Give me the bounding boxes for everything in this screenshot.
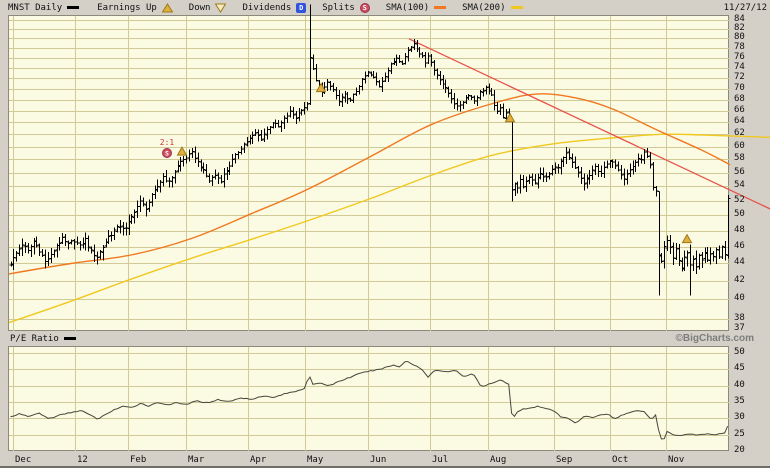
pe-axis-label: 20 bbox=[734, 445, 745, 455]
pe-ratio-panel bbox=[8, 346, 730, 452]
legend-item-1: Down bbox=[189, 3, 227, 13]
price-gridlines bbox=[9, 16, 730, 332]
event-markers: S 2:1 bbox=[160, 82, 693, 244]
legend-label: Dividends bbox=[242, 2, 292, 13]
sma200-swatch-icon bbox=[510, 6, 523, 9]
earnings-up-icon bbox=[161, 2, 173, 12]
price-axis-label: 84 bbox=[734, 14, 745, 24]
legend-label: SMA(200) bbox=[462, 2, 506, 13]
earnings-down-icon bbox=[215, 3, 227, 13]
price-axis-label: 52 bbox=[734, 195, 745, 205]
month-label: Aug bbox=[490, 455, 507, 465]
price-axis-label: 72 bbox=[734, 72, 745, 82]
pe-axis-label: 50 bbox=[734, 347, 745, 357]
price-axis-label: 40 bbox=[734, 293, 745, 303]
price-axis-label: 74 bbox=[734, 62, 745, 72]
price-axis-label: 50 bbox=[734, 209, 745, 219]
month-label: Apr bbox=[250, 455, 267, 465]
sma200-line bbox=[8, 133, 770, 324]
chart-header: MNST Daily Earnings Up Down Dividends D Spli… bbox=[0, 0, 770, 15]
month-label: Sep bbox=[556, 455, 573, 465]
month-label: Oct bbox=[612, 455, 629, 465]
chart-date: 11/27/12 bbox=[723, 2, 767, 13]
splits-icon: S bbox=[359, 2, 370, 13]
price-axis-label: 68 bbox=[734, 94, 745, 104]
pe-ratio-line bbox=[10, 361, 729, 440]
legend: Earnings Up Down Dividends D Splits S SMA(100)… bbox=[97, 2, 538, 13]
pe-gridlines bbox=[9, 347, 730, 452]
price-axis-label: 58 bbox=[734, 153, 745, 163]
bigcharts-watermark: ©BigCharts.com bbox=[675, 333, 755, 344]
price-axis-label: 70 bbox=[734, 83, 745, 93]
legend-label: SMA(100) bbox=[385, 2, 430, 13]
symbol-label: MNST Daily bbox=[8, 2, 63, 13]
month-label: Nov bbox=[668, 455, 685, 465]
month-label: Jun bbox=[370, 455, 387, 465]
pe-axis-label: 45 bbox=[734, 363, 745, 373]
price-axis-label: 82 bbox=[734, 23, 745, 33]
legend-item-2: Dividends D bbox=[242, 2, 307, 13]
legend-label: Down bbox=[188, 2, 211, 13]
x-axis-strip bbox=[0, 451, 770, 468]
price-axis-label: 48 bbox=[734, 225, 745, 235]
sma100-swatch-icon bbox=[434, 6, 447, 9]
price-axis-label: 80 bbox=[734, 32, 745, 42]
downtrend-line bbox=[408, 38, 770, 210]
price-axis-label: 76 bbox=[734, 52, 745, 62]
legend-label: Earnings Up bbox=[97, 2, 157, 13]
legend-item-3: Splits S bbox=[322, 2, 370, 13]
pe-axis-label: 30 bbox=[734, 412, 745, 422]
month-label: Jul bbox=[432, 455, 449, 465]
split-marker-glyph: S bbox=[165, 149, 169, 157]
price-axis-label: 44 bbox=[734, 257, 745, 267]
split-marker-icon bbox=[162, 148, 172, 159]
month-label: Dec bbox=[15, 455, 32, 465]
price-axis-label: 60 bbox=[734, 141, 745, 151]
price-axis-label: 66 bbox=[734, 105, 745, 115]
month-label: Feb bbox=[130, 455, 147, 465]
price-axis-label: 62 bbox=[734, 128, 745, 138]
price-line-swatch-icon bbox=[67, 6, 80, 9]
pe-divider-bar: P/E Ratio ©BigCharts.com bbox=[0, 331, 770, 346]
pe-axis-label: 35 bbox=[734, 396, 745, 406]
price-chart-panel: S 2:1 bbox=[8, 4, 770, 332]
pe-panel-label: P/E Ratio bbox=[10, 333, 59, 344]
earnings-up-marker-icon bbox=[681, 233, 693, 244]
price-axis-label: 78 bbox=[734, 42, 745, 52]
pe-line-swatch-icon bbox=[63, 337, 76, 340]
month-label: Mar bbox=[188, 455, 205, 465]
month-label: 12 bbox=[77, 455, 88, 465]
legend-label: Splits bbox=[322, 2, 355, 13]
price-ohlc-bars bbox=[9, 4, 731, 296]
pe-axis-label: 40 bbox=[734, 380, 745, 390]
legend-item-0: Earnings Up bbox=[97, 3, 173, 13]
legend-item-4: SMA(100) bbox=[385, 2, 447, 13]
price-axis-label: 46 bbox=[734, 241, 745, 251]
price-axis-label: 37 bbox=[734, 323, 745, 333]
split-ratio-label: 2:1 bbox=[160, 138, 175, 147]
price-axis-label: 42 bbox=[734, 275, 745, 285]
price-axis-label: 64 bbox=[734, 116, 745, 126]
earnings-up-marker-icon bbox=[176, 146, 188, 156]
earnings-up-marker-icon bbox=[504, 112, 516, 123]
price-axis-label: 38 bbox=[734, 313, 745, 323]
dividends-icon: D bbox=[296, 2, 307, 13]
sma100-line bbox=[8, 93, 731, 275]
price-axis-label: 56 bbox=[734, 167, 745, 177]
earnings-up-marker-icon bbox=[315, 82, 327, 93]
pe-axis-label: 25 bbox=[734, 429, 745, 439]
month-label: May bbox=[307, 455, 324, 465]
legend-item-5: SMA(200) bbox=[462, 2, 523, 13]
price-axis-label: 54 bbox=[734, 180, 745, 190]
